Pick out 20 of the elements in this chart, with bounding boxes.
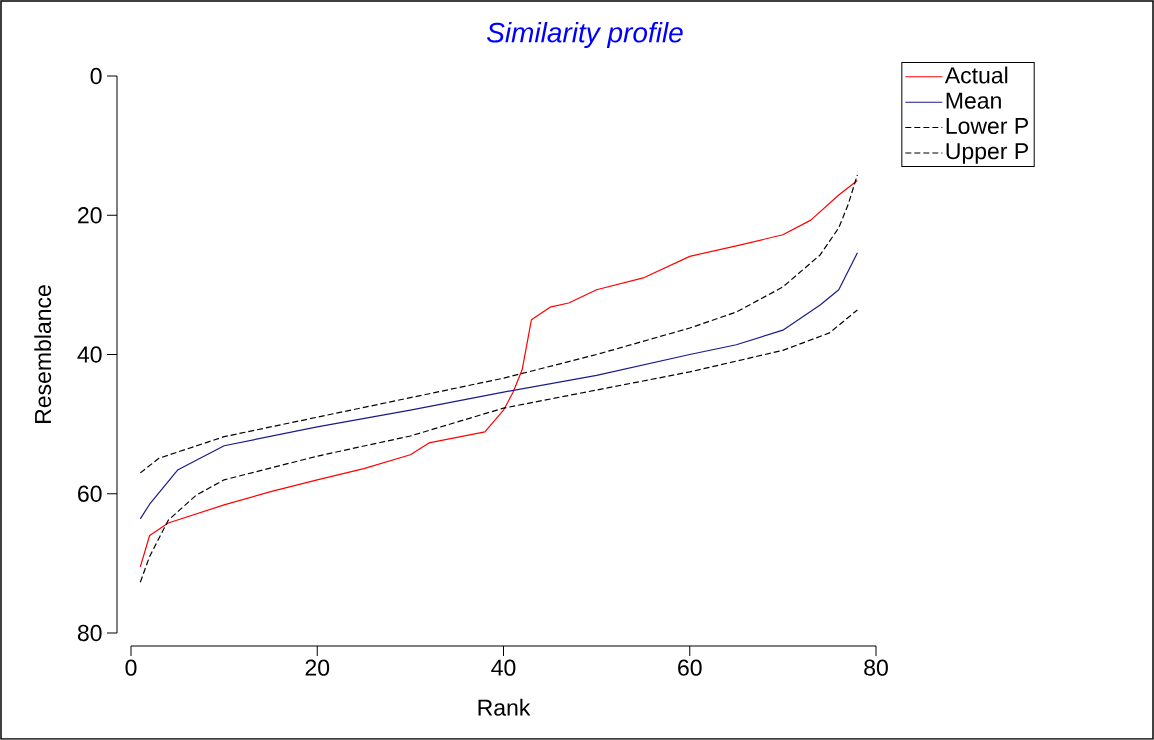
x-tick-label: 0 bbox=[125, 659, 137, 676]
y-tick-label: 80 bbox=[77, 624, 102, 642]
line-series bbox=[139, 252, 858, 520]
x-tick-label: 40 bbox=[491, 659, 516, 676]
legend-label: Lower P bbox=[946, 117, 1028, 135]
x-tick-label: 60 bbox=[678, 659, 702, 676]
y-tick-label: 60 bbox=[78, 485, 102, 502]
y-tick-label: 0 bbox=[90, 67, 102, 85]
y-tick-label: 40 bbox=[77, 346, 102, 363]
y-axis-title: Resemblance bbox=[34, 285, 52, 423]
legend-label: Mean bbox=[946, 92, 1001, 109]
x-tick-label: 80 bbox=[864, 659, 888, 676]
x-tick-label: 20 bbox=[305, 659, 330, 676]
line-series bbox=[139, 174, 858, 474]
line-series bbox=[139, 179, 858, 568]
x-axis-title: Rank bbox=[478, 698, 531, 716]
legend-label: Actual bbox=[944, 66, 1008, 84]
legend-label: Upper P bbox=[946, 143, 1028, 164]
y-tick-label: 20 bbox=[78, 207, 102, 224]
chart-title: Similarity profile bbox=[487, 21, 683, 49]
